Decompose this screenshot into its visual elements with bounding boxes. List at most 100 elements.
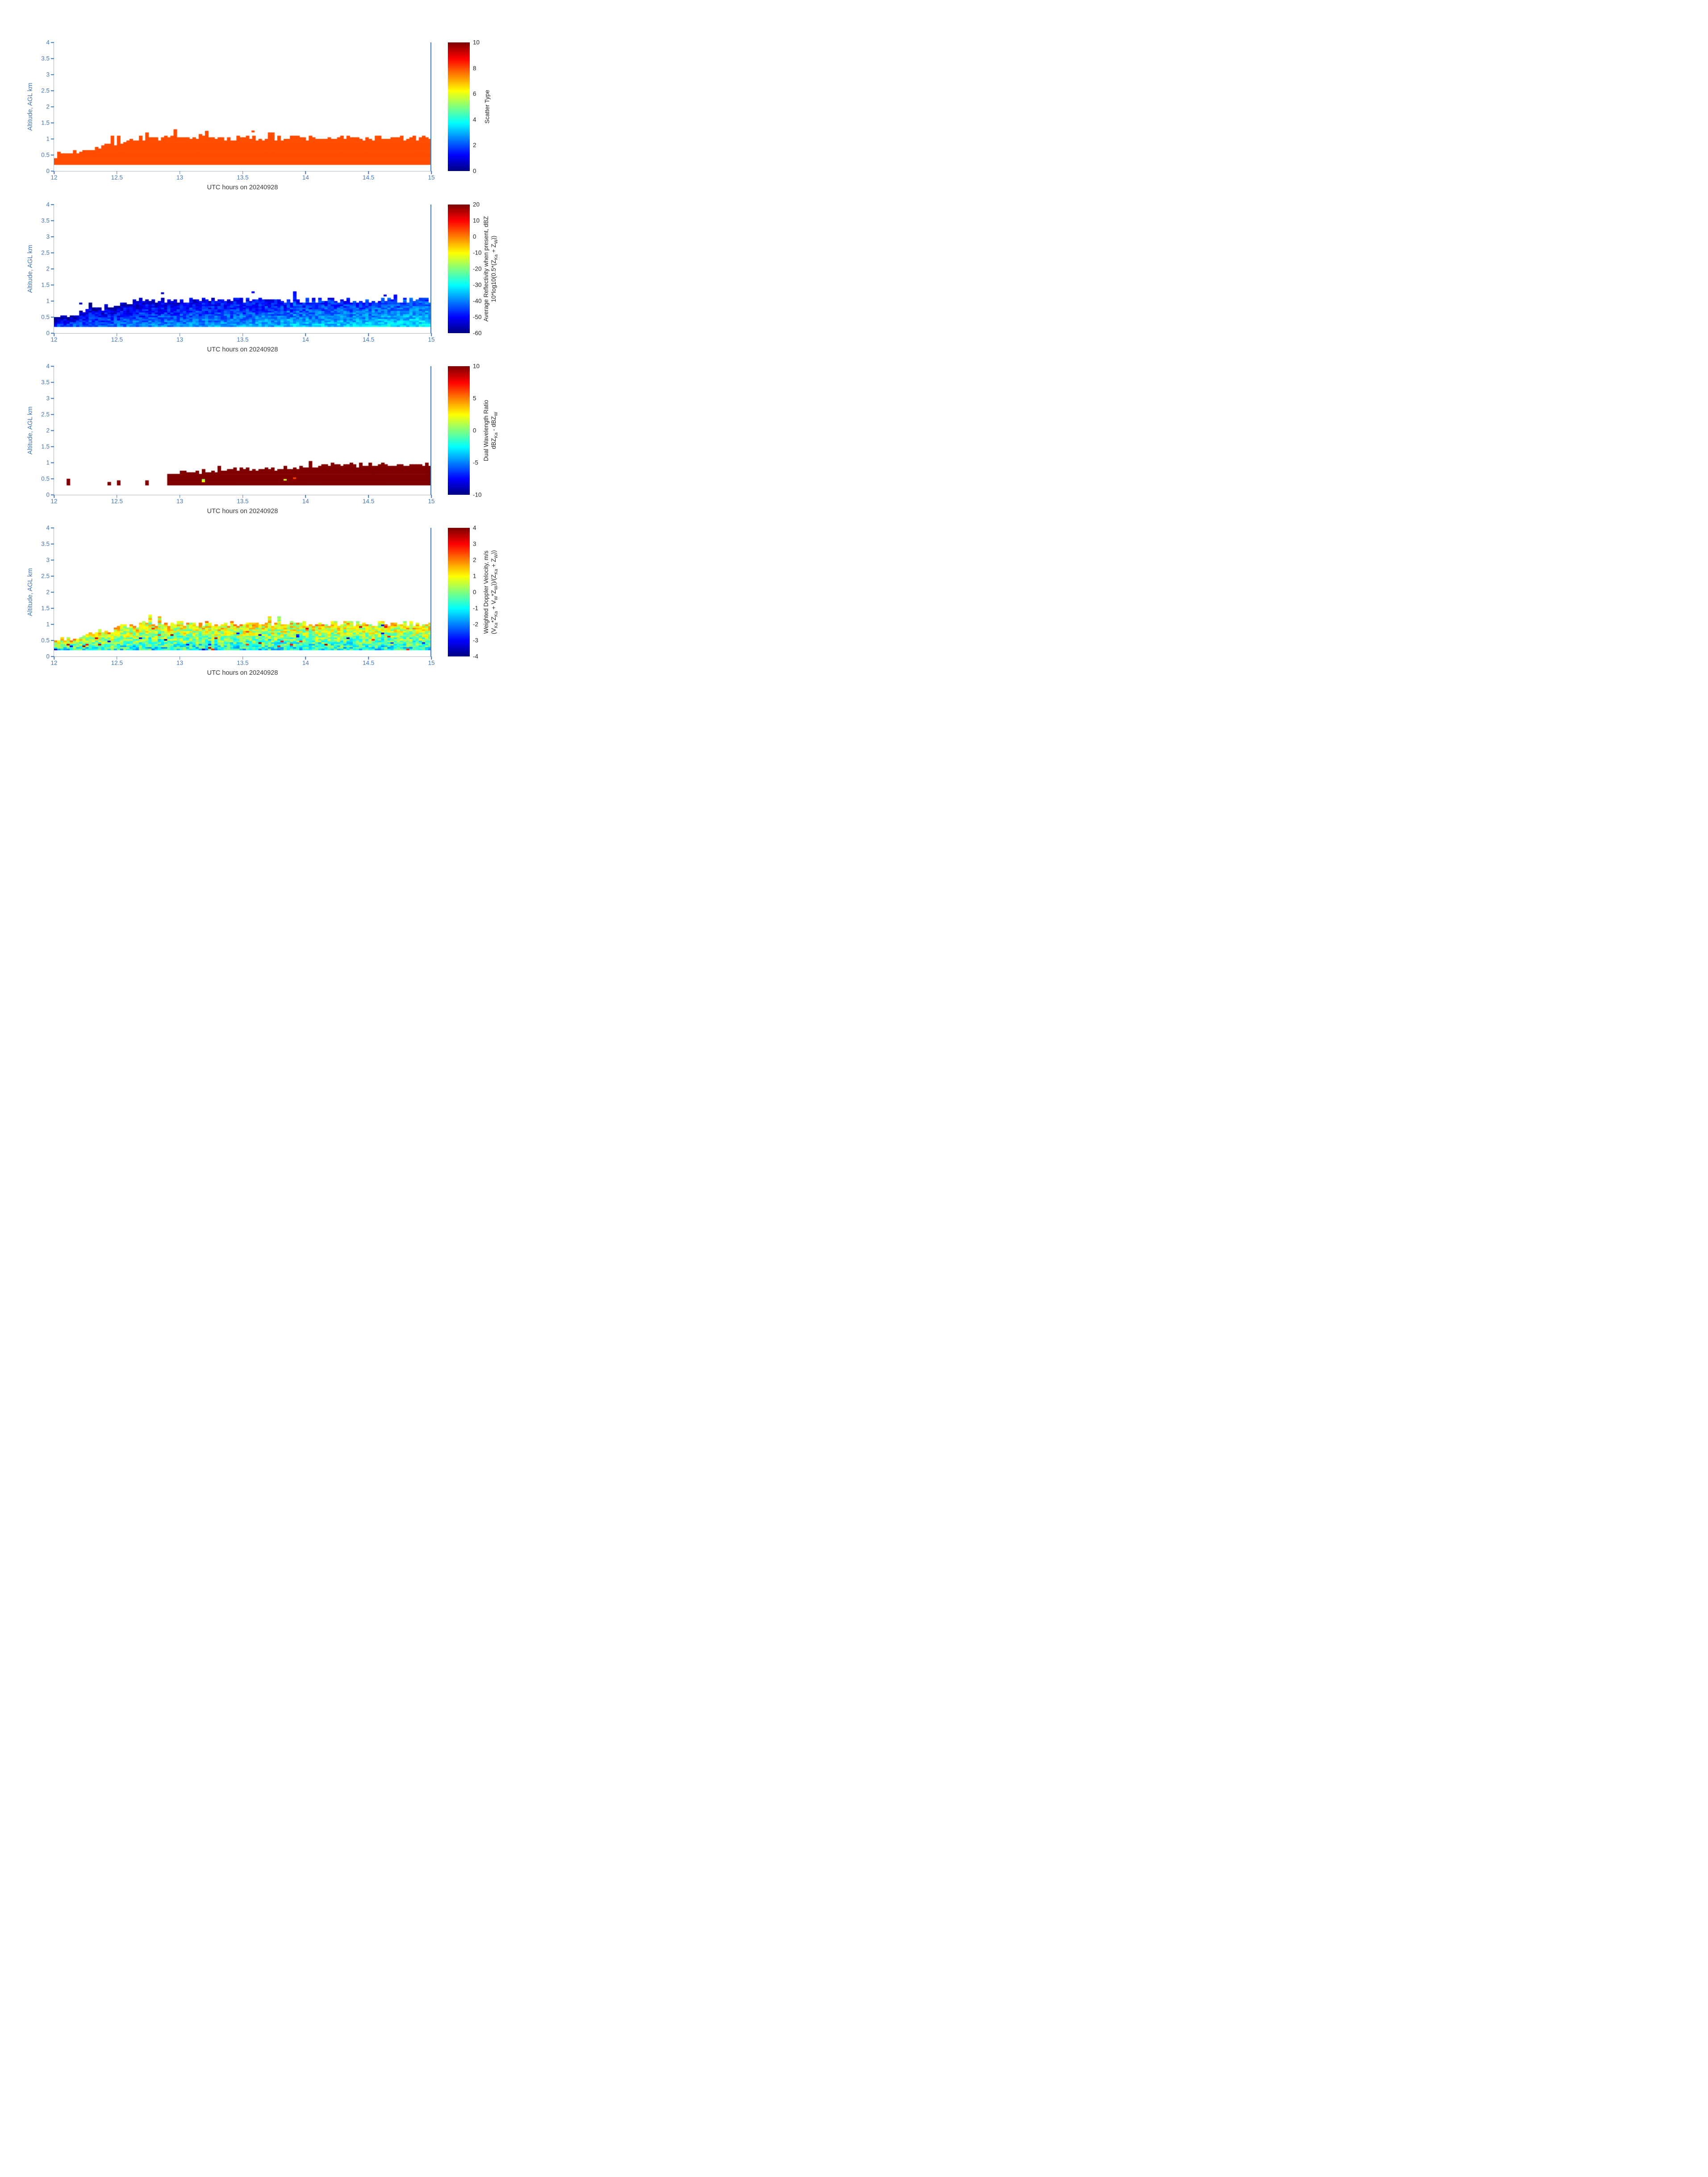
y-tick-label: 2 (46, 589, 50, 596)
y-tick-label: 0 (46, 167, 50, 175)
x-tick-mark (242, 171, 243, 174)
colorbar-label: Scatter Type (484, 90, 491, 124)
colorbar-tick-label: 0 (473, 233, 476, 240)
plot-area: 12 12.5 13 13.5 14 14.5 15 0 0.5 1 1.5 2 2.5 3 3.5 4 (41, 363, 434, 505)
y-tick-label: 3 (46, 233, 50, 240)
panel-dual-wavelength-ratio: Altitude, AGL km 12 12.5 13 13.5 14 14.5 15 0 0.… (0, 363, 547, 527)
y-tick-label: 3.5 (41, 55, 50, 62)
colorbar-label-line: 10*log10(0.5*(ZKa + ZW)) (490, 235, 499, 302)
y-tick-mark (51, 138, 54, 139)
x-tick-label: 12 (50, 498, 58, 505)
x-tick-label: 13 (176, 336, 184, 343)
panel-scatter-type: Altitude, AGL km 12 12.5 13 13.5 14 14.5 15 0 0.… (0, 39, 547, 203)
y-tick-mark (51, 656, 54, 657)
radar-quicklook-figure: Altitude, AGL km 12 12.5 13 13.5 14 14.5 15 0 0.… (0, 0, 547, 697)
y-tick-mark (51, 122, 54, 123)
x-tick-mark (305, 495, 306, 498)
heatmap-canvas (54, 42, 431, 171)
y-tick-mark (51, 430, 54, 431)
y-tick-label: 1 (46, 459, 50, 466)
colorbar-canvas (448, 528, 470, 656)
y-tick-label: 1 (46, 621, 50, 628)
y-tick-mark (51, 608, 54, 609)
colorbar: Scatter Type 10 8 6 4 2 0 (448, 39, 491, 175)
x-tick-mark (305, 171, 306, 174)
colorbar-label-line: (VKa*ZKa + VW*ZW))/(ZKa + ZW)) (490, 550, 499, 635)
colorbar-tick-label: 3 (473, 540, 476, 547)
colorbar-label-line: Scatter Type (484, 90, 491, 124)
colorbar-tick-label: 20 (473, 201, 480, 208)
x-tick-mark (431, 333, 432, 336)
x-tick-label: 13.5 (237, 336, 249, 343)
x-axis-label: UTC hours on 20240928 (207, 346, 278, 353)
panel-average-reflectivity: Altitude, AGL km 12 12.5 13 13.5 14 14.5 15 0 0.… (0, 201, 547, 365)
x-tick-mark (368, 171, 369, 174)
x-tick-label: 12.5 (111, 336, 123, 343)
y-tick-mark (51, 478, 54, 479)
right-boundary-line (430, 366, 431, 495)
y-tick-mark (51, 640, 54, 641)
colorbar-tick-label: -3 (473, 637, 479, 644)
colorbar: Dual Wavelength Ratio dBZKa - dBZW 10 5 0 -5… (448, 363, 499, 498)
y-tick-mark (51, 317, 54, 318)
y-tick-label: 1.5 (41, 443, 50, 450)
y-tick-mark (51, 462, 54, 463)
plot-area: 12 12.5 13 13.5 14 14.5 15 0 0.5 1 1.5 2 2.5 3 3.5 4 (41, 39, 434, 181)
y-tick-label: 4 (46, 201, 50, 208)
colorbar-label: Average Reflectivity when present, dBZ 10… (482, 216, 500, 322)
y-tick-label: 4 (46, 39, 50, 46)
y-tick-label: 1.5 (41, 605, 50, 612)
y-tick-label: 1.5 (41, 281, 50, 288)
x-tick-label: 15 (428, 660, 435, 666)
y-tick-label: 4 (46, 524, 50, 531)
colorbar-tick-label: -1 (473, 605, 479, 612)
colorbar-tick-label: 2 (473, 142, 476, 149)
panel-weighted-doppler-velocity: Altitude, AGL km 12 12.5 13 13.5 14 14.5 15 0 0.… (0, 525, 547, 689)
colorbar-label-line: Average Reflectivity when present, dBZ (483, 216, 490, 322)
y-tick-label: 3 (46, 71, 50, 78)
y-tick-mark (51, 592, 54, 593)
plot-area: 12 12.5 13 13.5 14 14.5 15 0 0.5 1 1.5 2 2.5 3 3.5 4 (41, 525, 434, 667)
x-tick-label: 12 (50, 660, 58, 666)
y-tick-label: 2.5 (41, 249, 50, 256)
y-tick-label: 4 (46, 363, 50, 370)
y-tick-mark (51, 527, 54, 528)
colorbar-label: Weighted Doppler Velocity, m/s (VKa*ZKa +… (482, 550, 500, 634)
x-tick-mark (368, 495, 369, 498)
colorbar-label-line: dBZKa - dBZW (490, 412, 499, 449)
y-tick-label: 0.5 (41, 637, 50, 644)
y-tick-label: 3 (46, 556, 50, 564)
colorbar-tick-label: 1 (473, 572, 476, 580)
colorbar-tick-label: 10 (473, 363, 480, 370)
right-boundary-line (430, 205, 431, 333)
x-tick-label: 13 (176, 498, 184, 505)
x-tick-mark (305, 333, 306, 336)
y-tick-mark (51, 90, 54, 91)
heatmap-canvas (54, 205, 431, 333)
x-tick-label: 13.5 (237, 498, 249, 505)
x-tick-mark (431, 656, 432, 660)
colorbar-tick-label: -5 (473, 459, 479, 466)
colorbar-tick-label: 10 (473, 217, 480, 224)
x-tick-mark (431, 495, 432, 498)
colorbar-tick-label: 5 (473, 395, 476, 402)
colorbar-canvas (448, 42, 470, 171)
x-tick-label: 14 (302, 336, 309, 343)
y-tick-label: 2.5 (41, 572, 50, 580)
y-tick-label: 1 (46, 135, 50, 142)
y-tick-mark (51, 414, 54, 415)
colorbar-tick-label: 0 (473, 589, 476, 596)
x-tick-label: 12 (50, 174, 58, 181)
y-tick-label: 0 (46, 653, 50, 660)
colorbar-tick-label: 10 (473, 39, 480, 46)
colorbar-tick-label: -40 (473, 297, 482, 305)
x-tick-label: 15 (428, 174, 435, 181)
y-tick-mark (51, 106, 54, 107)
colorbar-label-line: Weighted Doppler Velocity, m/s (483, 550, 490, 634)
y-tick-mark (51, 74, 54, 75)
right-boundary-line (430, 42, 431, 171)
colorbar-tick-label: -20 (473, 265, 482, 272)
right-boundary-line (430, 528, 431, 656)
x-tick-mark (242, 333, 243, 336)
x-tick-label: 14 (302, 660, 309, 666)
